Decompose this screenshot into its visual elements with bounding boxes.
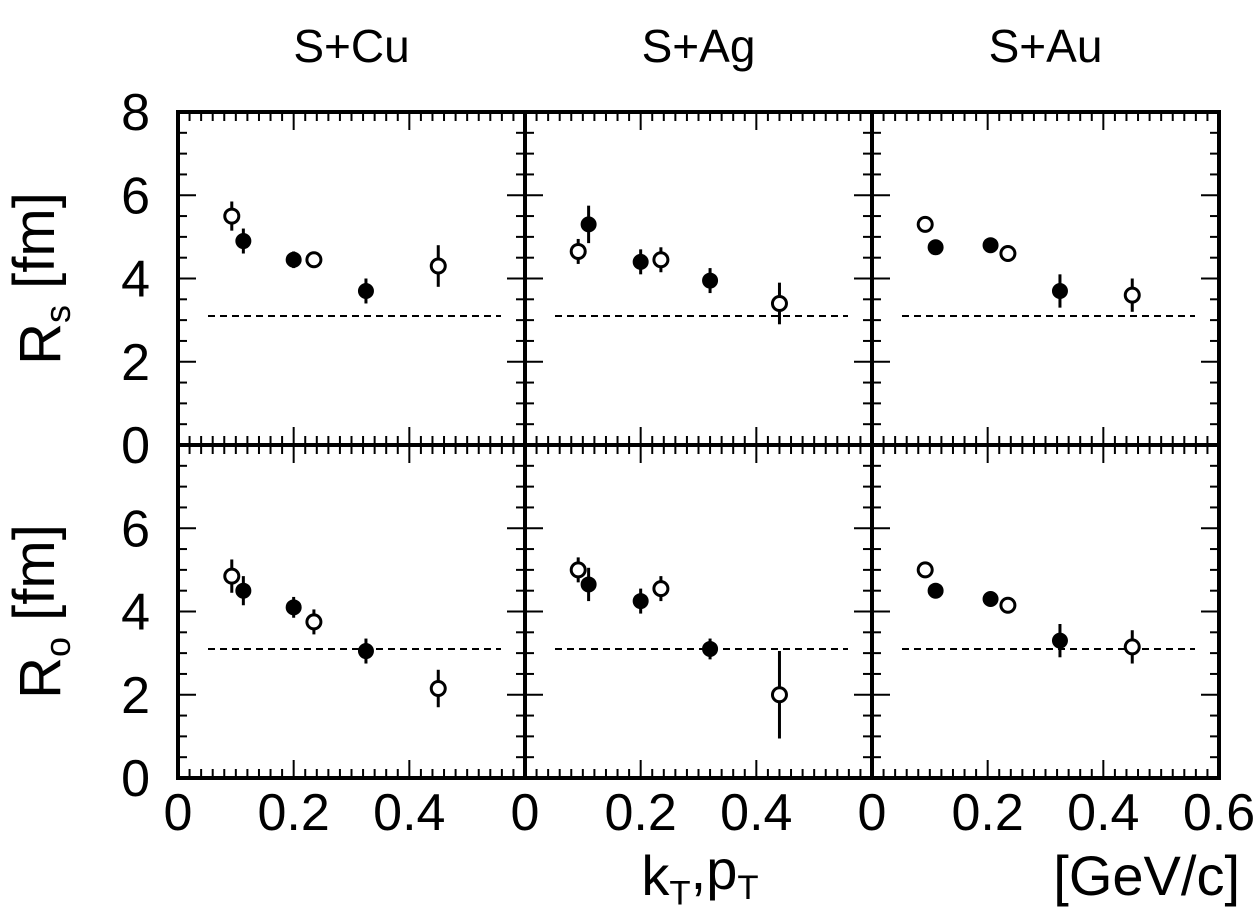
panel-title: S+Cu xyxy=(293,20,409,72)
x-tick-label: 0 xyxy=(164,784,193,842)
open-point xyxy=(1123,286,1141,304)
panel-frame xyxy=(523,110,874,447)
y-tick-label: 6 xyxy=(121,167,150,225)
y-tick-label: 8 xyxy=(121,84,150,142)
open-point xyxy=(999,596,1017,614)
open-point xyxy=(305,613,323,631)
x-tick-label: 0.2 xyxy=(952,784,1024,842)
filled-point xyxy=(285,251,302,268)
axis-ticks xyxy=(177,111,1220,779)
filled-point xyxy=(235,233,252,250)
filled-point xyxy=(632,593,649,610)
y-axis-label-Rs: Rs [fm] xyxy=(2,192,78,365)
open-point xyxy=(1123,638,1141,656)
open-point xyxy=(223,207,241,225)
open-point xyxy=(916,561,934,579)
filled-point xyxy=(927,582,944,599)
y-axis-label-Ro: Ro [fm] xyxy=(2,524,78,699)
open-point xyxy=(569,561,587,579)
open-point xyxy=(652,580,670,598)
open-point xyxy=(999,245,1017,263)
x-axis-unit: [GeV/c] xyxy=(1053,844,1240,907)
x-tick-label: 0.6 xyxy=(1183,784,1255,842)
filled-point xyxy=(1051,632,1068,649)
panel-frame xyxy=(870,443,1221,780)
filled-point xyxy=(632,253,649,270)
y-tick-label: 0 xyxy=(121,417,150,475)
x-tick-label: 0 xyxy=(858,784,887,842)
open-point xyxy=(569,242,587,260)
data-points xyxy=(223,201,1141,739)
filled-point xyxy=(357,282,374,299)
x-axis-label: kT,pT xyxy=(641,838,758,913)
filled-point xyxy=(357,643,374,660)
x-tick-label: 0.2 xyxy=(605,784,677,842)
filled-point xyxy=(580,216,597,233)
y-tick-label: 0 xyxy=(121,750,150,808)
open-point xyxy=(652,251,670,269)
panel-title: S+Au xyxy=(989,20,1103,72)
open-point xyxy=(770,686,788,704)
filled-point xyxy=(285,599,302,616)
filled-point xyxy=(702,640,719,657)
open-point xyxy=(770,294,788,312)
filled-point xyxy=(235,582,252,599)
y-tick-label: 4 xyxy=(121,584,150,642)
panel-frame xyxy=(176,110,527,447)
filled-point xyxy=(1051,282,1068,299)
y-tick-label: 6 xyxy=(121,500,150,558)
x-tick-label: 0.4 xyxy=(373,784,445,842)
panel-frame xyxy=(870,110,1221,447)
open-point xyxy=(429,680,447,698)
open-point xyxy=(223,567,241,585)
filled-point xyxy=(982,237,999,254)
panel-title: S+Ag xyxy=(642,20,756,72)
x-tick-label: 0 xyxy=(511,784,540,842)
filled-point xyxy=(702,272,719,289)
y-tick-label: 2 xyxy=(121,334,150,392)
filled-point xyxy=(580,576,597,593)
open-point xyxy=(305,251,323,269)
filled-point xyxy=(982,591,999,608)
reference-lines xyxy=(208,314,1195,650)
y-tick-label: 2 xyxy=(121,667,150,725)
panel-frame xyxy=(523,443,874,780)
panel-frame xyxy=(176,443,527,780)
x-tick-label: 0.4 xyxy=(1067,784,1139,842)
x-tick-label: 0.4 xyxy=(720,784,792,842)
y-tick-label: 4 xyxy=(121,251,150,309)
open-point xyxy=(916,215,934,233)
x-tick-label: 0.2 xyxy=(258,784,330,842)
filled-point xyxy=(927,239,944,256)
open-point xyxy=(429,257,447,275)
